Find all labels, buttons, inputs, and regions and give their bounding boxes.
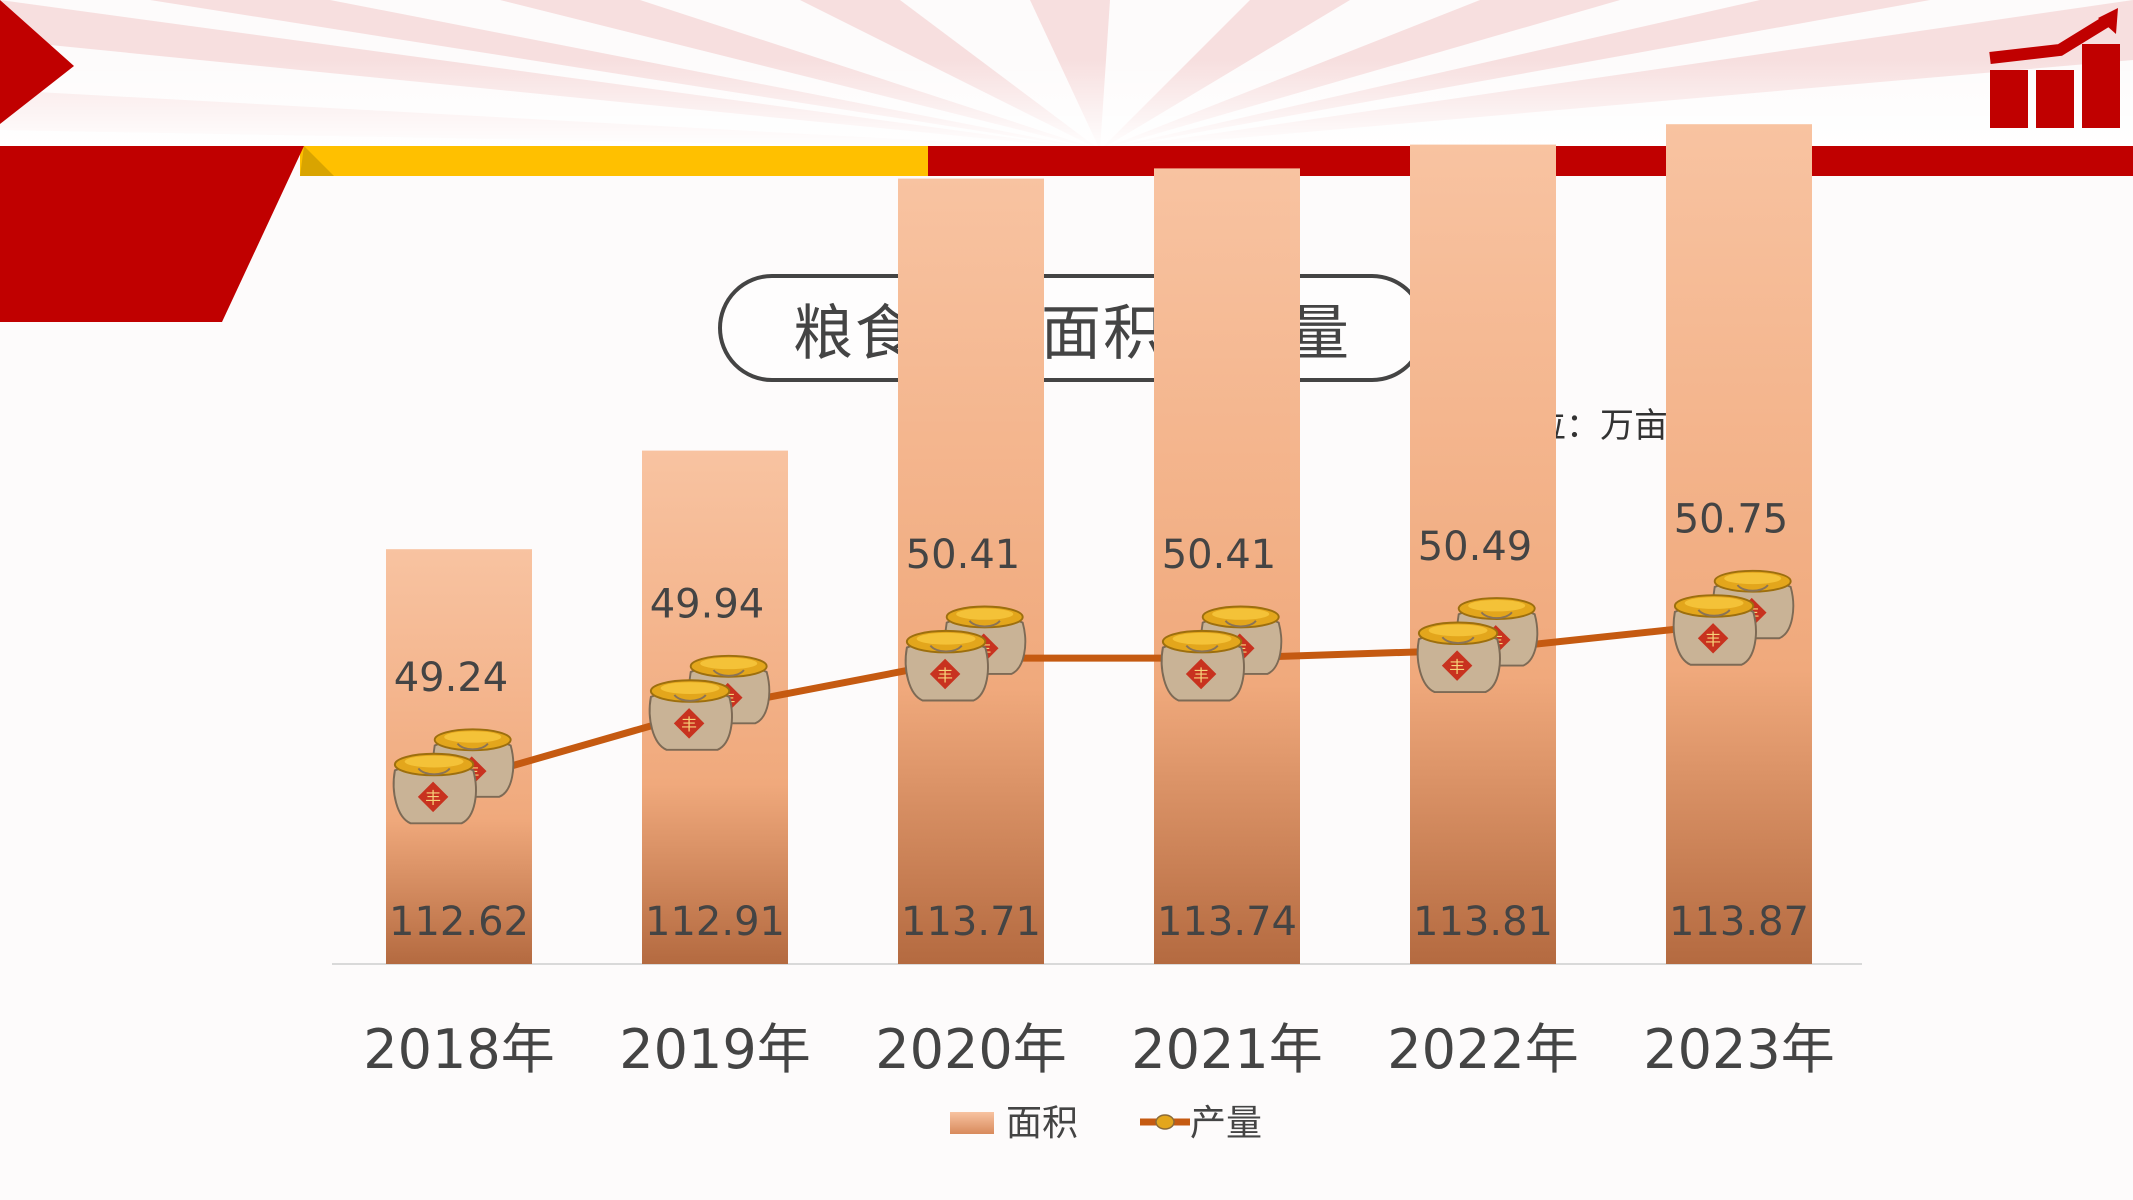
line-point-front-sack-1 — [648, 679, 733, 751]
bar-value-label-4: 113.81 — [1413, 899, 1553, 945]
line-value-label-4: 50.49 — [1418, 524, 1533, 570]
sacks-layer — [392, 569, 1795, 825]
x-tick-label-0: 2018年 — [363, 1018, 554, 1081]
sack-shape-front-4 — [1416, 621, 1501, 694]
header-stripe-yellow — [300, 146, 930, 176]
line-point-front-sack-4 — [1416, 621, 1501, 694]
line-point-front-sack-2 — [904, 629, 989, 702]
line-value-label-2: 50.41 — [906, 532, 1021, 578]
growth-chart-icon — [1989, 8, 2120, 128]
x-tick-label-3: 2021年 — [1131, 1018, 1322, 1081]
corner-arrow — [0, 0, 74, 124]
x-tick-label-2: 2020年 — [875, 1018, 1066, 1081]
legend-sack-icon — [1155, 1114, 1175, 1130]
bar-area-3 — [1154, 168, 1300, 964]
sack-shape-front-5 — [1672, 594, 1757, 666]
bar-value-label-5: 113.87 — [1669, 899, 1809, 945]
line-point-front-sack-5 — [1672, 594, 1757, 666]
sack-shape-front-2 — [904, 629, 989, 702]
legend: 面积 产量 — [950, 1103, 1262, 1144]
sack-shape-front-1 — [648, 679, 733, 751]
line-value-label-3: 50.41 — [1162, 532, 1277, 578]
legend-swatch-area — [950, 1112, 994, 1134]
x-tick-label-5: 2023年 — [1643, 1018, 1834, 1081]
bar-value-label-3: 113.74 — [1157, 899, 1297, 945]
legend-label-production: 产量 — [1190, 1103, 1262, 1144]
bar-value-label-2: 113.71 — [901, 899, 1041, 945]
bars-layer — [386, 124, 1812, 965]
header-flag-fold — [300, 146, 334, 176]
line-point-front-sack-0 — [392, 752, 477, 825]
line-value-label-0: 49.24 — [394, 655, 509, 701]
legend-label-area: 面积 — [1006, 1103, 1078, 1144]
bar-value-label-1: 112.91 — [645, 899, 785, 945]
bar-area-5 — [1666, 124, 1812, 964]
labels-layer: 112.62 2018年 49.24 112.91 2019年 49.94 113.71 20… — [363, 496, 1834, 1081]
bar-area-4 — [1410, 144, 1556, 965]
line-point-front-sack-3 — [1160, 629, 1245, 702]
sack-shape-front-0 — [392, 752, 477, 825]
bar-area-2 — [898, 178, 1044, 965]
line-value-label-5: 50.75 — [1674, 496, 1789, 542]
header-flag — [0, 146, 304, 322]
sack-shape-front-3 — [1160, 629, 1245, 702]
x-tick-label-4: 2022年 — [1387, 1018, 1578, 1081]
x-tick-label-1: 2019年 — [619, 1018, 810, 1081]
line-value-label-1: 49.94 — [650, 582, 765, 628]
bar-value-label-0: 112.62 — [389, 899, 529, 945]
